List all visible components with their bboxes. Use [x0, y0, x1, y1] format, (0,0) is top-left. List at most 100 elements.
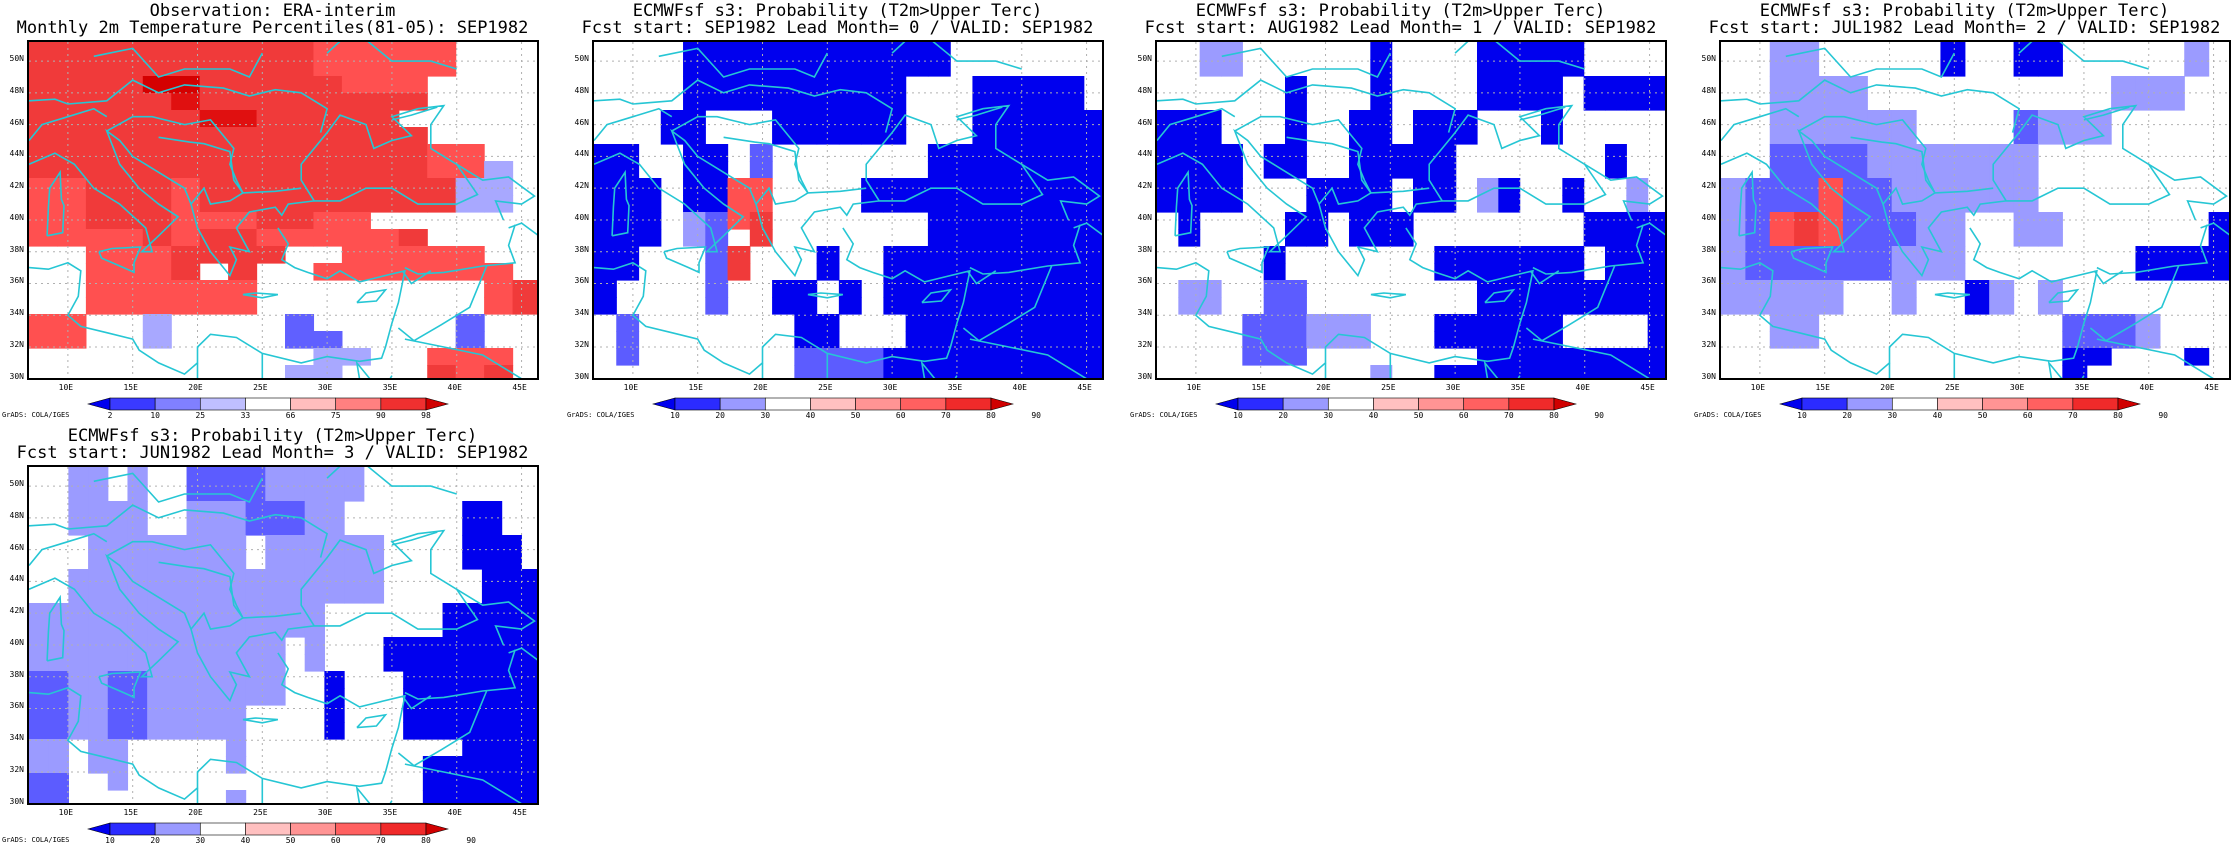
shaded-cell: [905, 178, 929, 196]
shaded-cell: [1039, 331, 1063, 349]
shaded-cell: [256, 161, 286, 179]
shaded-cell: [256, 42, 286, 60]
shaded-cell: [127, 654, 148, 672]
shaded-cell: [2086, 314, 2112, 332]
shaded-cell: [57, 59, 87, 77]
shaded-cell: [225, 467, 247, 485]
shaded-cell: [57, 195, 87, 213]
shaded-cell: [1285, 93, 1307, 111]
shaded-cell: [29, 790, 50, 803]
shaded-cell: [883, 263, 907, 281]
shaded-cell: [1794, 297, 1820, 315]
panel-title-line2: Fcst start: JUL1982 Lead Month= 2 / VALI…: [1708, 18, 2221, 38]
shaded-cell: [228, 127, 258, 145]
shaded-cell: [749, 42, 773, 60]
colorbar-segment: [1891, 397, 1938, 411]
shaded-cell: [29, 212, 59, 230]
shaded-cell: [1647, 229, 1665, 247]
shaded-cell: [1541, 93, 1563, 111]
lat-tick-label: 34N: [1137, 308, 1152, 318]
shaded-cell: [88, 535, 109, 553]
shaded-cell: [1370, 212, 1393, 230]
shaded-cell: [1794, 229, 1820, 247]
colorbar-tick-label: 30: [1323, 411, 1334, 420]
shaded-cell: [370, 42, 400, 60]
shaded-cell: [1721, 263, 1746, 281]
coastline: [29, 532, 108, 567]
colorbar-tick-label: 80: [986, 411, 996, 420]
shaded-cell: [1647, 365, 1665, 378]
shaded-cell: [285, 535, 306, 553]
shaded-cell: [1940, 229, 1966, 247]
shaded-cell: [228, 161, 258, 179]
shaded-cell: [171, 280, 201, 298]
lat-tick-label: 46N: [574, 117, 589, 127]
shaded-cell: [304, 484, 325, 502]
shaded-cell: [147, 722, 168, 740]
colorbar-tick-label: 90: [376, 411, 386, 420]
shaded-cell: [245, 501, 266, 519]
shaded-cell: [324, 705, 345, 723]
shaded-cell: [1891, 110, 1917, 128]
shaded-cell: [1519, 59, 1542, 77]
shaded-cell: [521, 739, 537, 757]
shaded-cell: [501, 620, 522, 638]
lat-tick-label: 40N: [1137, 212, 1152, 222]
shaded-cell: [1769, 263, 1795, 281]
shaded-cell: [206, 518, 227, 536]
shaded-cell: [1626, 195, 1649, 213]
shaded-cell: [2062, 331, 2088, 349]
shaded-cell: [398, 229, 428, 247]
shaded-cell: [199, 212, 229, 230]
shaded-cell: [1541, 42, 1563, 60]
shaded-cell: [816, 110, 840, 128]
panel-title-line2: Fcst start: AUG1982 Lead Month= 1 / VALI…: [1144, 18, 1657, 38]
coastline: [1157, 79, 1457, 133]
shaded-cell: [1455, 365, 1478, 378]
shaded-cell: [228, 280, 258, 298]
shaded-cell: [1541, 280, 1563, 298]
shaded-cell: [1391, 229, 1414, 247]
lat-tick-label: 44N: [9, 574, 24, 584]
shaded-cell: [1891, 297, 1917, 315]
colorbar-segment: [425, 397, 449, 411]
shaded-cell: [1583, 212, 1606, 230]
shaded-cell: [68, 722, 89, 740]
lat-tick-label: 48N: [574, 85, 589, 95]
shaded-cell: [1413, 127, 1435, 145]
shaded-cell: [1940, 246, 1966, 264]
shaded-cell: [114, 127, 144, 145]
shaded-cell: [127, 705, 148, 723]
lat-tick-label: 32N: [9, 765, 24, 775]
shaded-cell: [1519, 93, 1542, 111]
shaded-cell: [1083, 263, 1102, 281]
colorbar: [1215, 397, 1577, 411]
shaded-cell: [462, 705, 483, 723]
shaded-cell: [1794, 178, 1820, 196]
shaded-cell: [838, 365, 862, 378]
shaded-cell: [1647, 348, 1665, 366]
coastline: [46, 169, 65, 237]
shaded-cell: [861, 348, 884, 366]
coastline: [1454, 42, 1585, 70]
shaded-cell: [442, 790, 463, 803]
shaded-cell: [2159, 76, 2185, 94]
shaded-cell: [228, 59, 258, 77]
map-canvas: [29, 467, 537, 803]
shaded-cell: [1434, 195, 1457, 213]
shaded-cell: [950, 229, 974, 247]
shaded-cell: [1498, 42, 1521, 60]
shaded-cell: [481, 552, 503, 570]
shaded-cell: [341, 246, 371, 264]
shaded-cell: [972, 365, 996, 378]
shaded-cell: [114, 229, 144, 247]
lon-tick-label: 45E: [1640, 383, 1655, 392]
shaded-cell: [1263, 297, 1286, 315]
shaded-cell: [1916, 229, 1942, 247]
coastline: [920, 360, 958, 378]
shaded-cell: [114, 195, 144, 213]
shaded-cell: [660, 110, 684, 128]
shaded-cell: [422, 671, 444, 689]
shaded-cell: [1769, 110, 1795, 128]
shaded-cell: [285, 110, 315, 128]
